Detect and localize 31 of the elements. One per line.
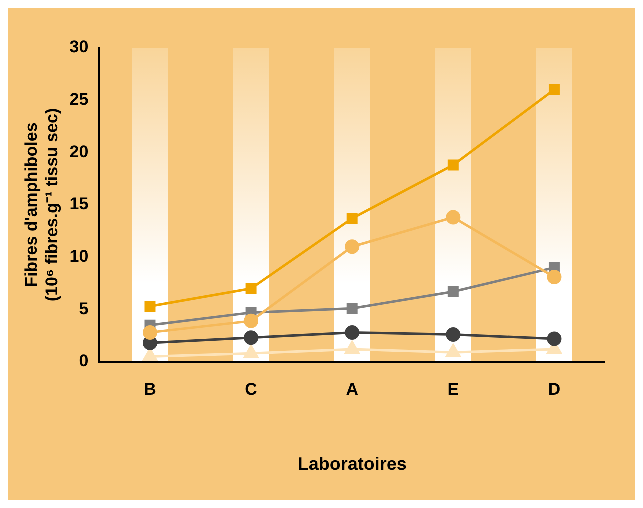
point [244,330,259,346]
point [142,348,158,362]
point [144,301,156,312]
point [548,84,560,96]
y-tick-label: 5 [79,299,89,318]
point [448,160,459,171]
y-axis-title: Fibres d'amphiboles (10⁶ fibres.g⁻¹ tissu sec) [22,108,62,302]
point [547,332,562,346]
y-tick-label: 15 [70,194,89,214]
point [346,303,358,314]
point [246,283,257,294]
y-tick-label: 25 [70,90,89,110]
y-tick-label: 0 [79,352,89,371]
point [345,240,360,254]
point [346,213,358,224]
y-tick-label: 30 [70,38,89,57]
point [547,270,562,284]
x-axis-title: Laboratoires [298,454,407,474]
x-tick-label: B [144,380,156,399]
x-tick-label: A [346,380,358,399]
point [446,328,461,342]
point [448,286,459,298]
point [244,314,259,328]
x-tick-label: D [548,380,561,399]
x-tick-label: E [448,380,460,399]
point [345,325,360,340]
y-tick-label: 20 [70,142,89,162]
x-tick-label: C [245,380,258,399]
y-tick-label: 10 [70,247,89,266]
point [446,210,461,225]
point [142,325,158,340]
